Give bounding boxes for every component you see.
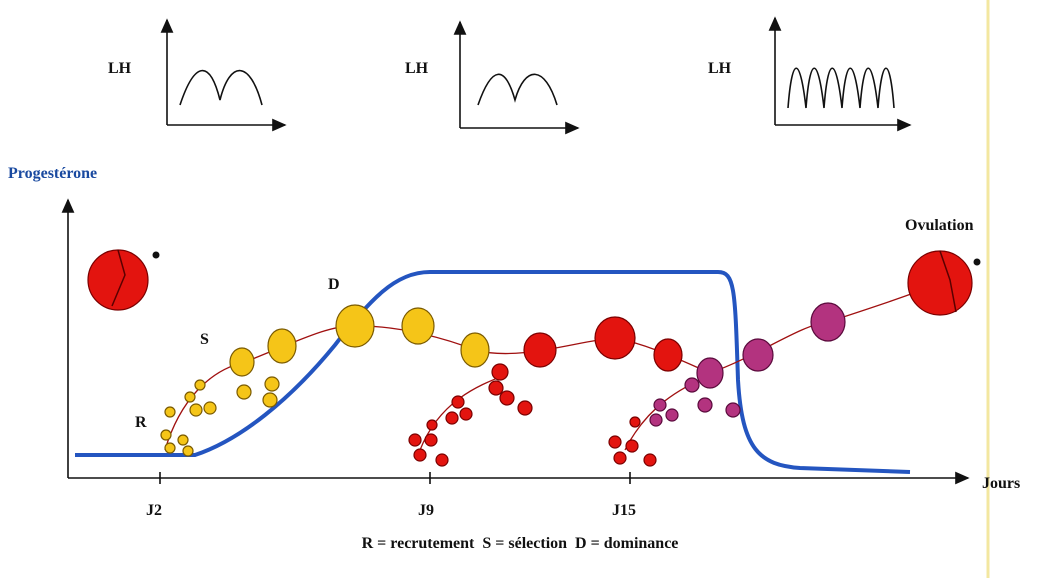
lh-plot: LH [405, 20, 580, 135]
x-axis-label: Jours [982, 475, 1020, 492]
lh-label: LH [405, 60, 429, 77]
ovulation-label: Ovulation [905, 217, 974, 234]
phase-label: D [328, 276, 340, 293]
follicles [87, 249, 981, 467]
progesterone-curve [75, 270, 911, 474]
lh-label: LH [708, 60, 732, 77]
progesterone-label: Progestérone [8, 165, 97, 182]
x-tick-label: J9 [418, 502, 434, 519]
lh-label: LH [108, 60, 132, 77]
x-tick-label: J15 [612, 502, 636, 519]
lh-plot: LH [108, 18, 287, 132]
x-tick-label: J2 [146, 502, 162, 519]
lh-plot: LH [708, 16, 912, 132]
phase-label: S [200, 331, 209, 348]
legend: R = recrutement S = sélection D = domina… [362, 535, 679, 552]
phase-label: R [135, 414, 147, 431]
